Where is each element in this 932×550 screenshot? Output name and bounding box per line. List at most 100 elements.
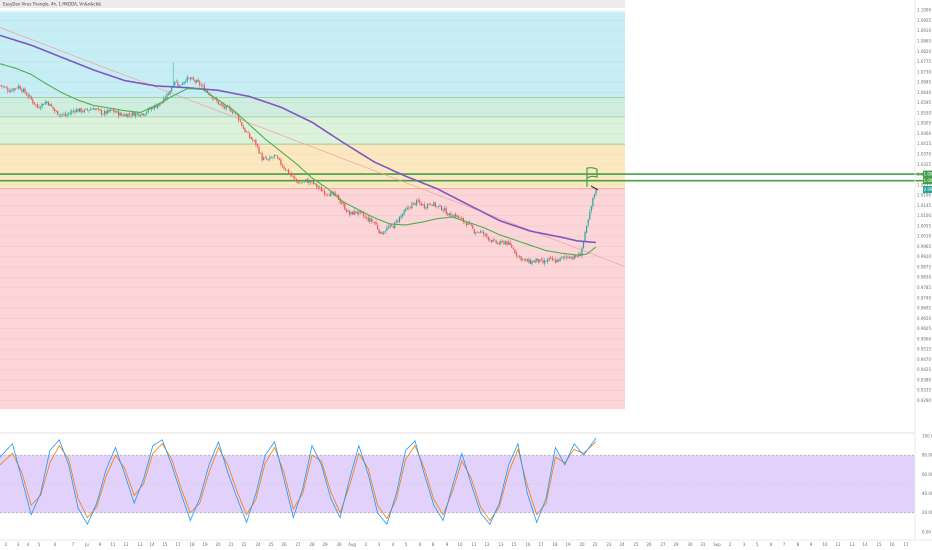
candle [547,257,549,265]
candle-body [38,106,40,108]
candle [295,178,298,184]
x-tick-label: 14 [862,542,868,547]
x-tick-label: 12 [123,542,129,547]
candle [369,215,371,224]
candle-body [581,248,583,256]
candle-body [108,109,110,112]
candle-body [334,193,337,196]
candle-body [256,143,259,147]
candle-body [238,114,240,121]
candle [537,258,539,265]
y-tick-label: 0.9560 [917,336,931,341]
candle-body [60,114,62,116]
price-badges: 1.0095 1.0055 0.9997 [923,170,932,194]
candle-body [286,170,288,171]
candle-body [433,202,435,206]
candle-body [259,153,262,154]
price-axis[interactable]: 1.1000 1.0955 1.0910 1.0865 1.0820 1.0775 1.07… [917,8,931,403]
trend-line-segment[interactable] [0,27,626,267]
candle [52,106,54,112]
candle-body [18,85,20,89]
candle-body [428,203,430,205]
candle-body [267,159,269,160]
x-tick-label: 3 [743,542,746,547]
candle-body [85,108,87,110]
candle [25,91,28,96]
y-tick-label: 1.0730 [917,69,931,74]
candle-body [503,241,505,244]
candle-body [467,222,469,225]
candle-body [575,255,577,257]
candle [350,211,352,216]
candle-body [386,227,388,231]
candle-body [523,259,525,260]
y-tick-label: 1.0595 [917,100,931,105]
candle [286,170,288,172]
horizontal-levels[interactable] [0,173,923,182]
candle-body [94,108,96,110]
candle [484,233,486,238]
x-tick-label: 22 [592,542,598,547]
flag-drawing[interactable] [586,167,598,187]
candle [511,243,513,249]
candle [64,111,67,118]
candle [94,107,96,111]
candle-body [266,158,268,160]
candle [75,107,78,113]
candle-body [472,225,474,229]
candle-body [275,155,277,156]
candle [445,206,447,215]
trend-line[interactable] [0,27,626,267]
candle [13,87,15,93]
drawings[interactable] [586,167,599,191]
candle-body [590,205,592,212]
candle-body [497,242,499,244]
candle [30,95,32,101]
candle-body [322,190,324,192]
candle-body [186,76,188,82]
candle-body [316,184,318,188]
candle [526,258,528,262]
y-tick-label: 1.0235 [917,182,931,187]
candle-body [166,93,168,99]
x-tick-label: 25 [268,542,274,547]
candle [586,225,588,234]
candle [292,175,294,180]
candle-body [288,169,290,174]
candle [80,107,82,115]
candle-body [439,205,441,207]
candle-body [367,217,369,222]
candle [548,257,550,262]
candle [561,255,563,260]
candle-body [411,203,413,209]
candle-body [417,200,419,202]
candle-body [378,229,380,234]
candle-body [149,108,151,110]
candle-body [13,88,15,91]
time-axis[interactable]: 2 3 4 5 6 7 Ju 9 11 12 13 14 15 17 18 19 20 21 22 24 25 26 27 2… [5,542,909,547]
candle [61,114,64,118]
candle-body [517,255,519,257]
candle-body [82,111,84,113]
x-tick-label: 5 [405,542,408,547]
candle [244,127,246,134]
candle [302,180,304,184]
candle [256,143,259,149]
candle [253,139,255,143]
arrow-drawing[interactable] [590,185,599,191]
candle [508,239,510,246]
candle-body [359,211,362,213]
candle-body [526,259,528,262]
candle-body [495,240,497,244]
candle [497,241,499,245]
candle [219,103,221,107]
candle-body [114,111,117,113]
candle-body [536,258,538,261]
candle-body [291,173,293,177]
candle [11,88,14,92]
candle [411,201,413,209]
candle-body [528,259,530,263]
x-tick-label: 9 [446,542,449,547]
oscillator-axis[interactable]: 100.00 80.00 60.00 40.00 20.00 0.00 [922,433,932,534]
